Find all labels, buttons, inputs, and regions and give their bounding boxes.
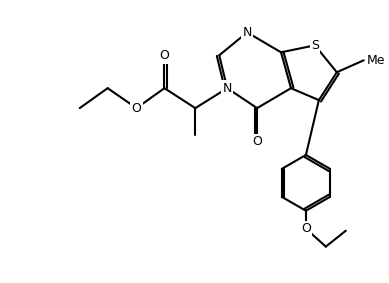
Text: O: O bbox=[301, 222, 311, 235]
Text: N: N bbox=[223, 82, 232, 95]
Text: O: O bbox=[252, 135, 262, 148]
Text: O: O bbox=[131, 102, 142, 115]
Text: O: O bbox=[159, 49, 169, 62]
Text: Me: Me bbox=[367, 54, 385, 67]
Text: S: S bbox=[311, 39, 319, 52]
Text: N: N bbox=[242, 26, 252, 39]
